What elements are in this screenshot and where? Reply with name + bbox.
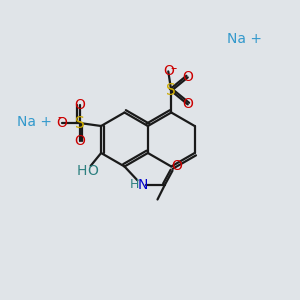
Text: H: H (77, 164, 87, 178)
Text: O: O (182, 70, 193, 84)
Text: N: N (137, 178, 148, 191)
Text: O: O (88, 164, 98, 178)
Text: S: S (75, 116, 84, 130)
Text: O: O (74, 134, 85, 148)
Text: –: – (170, 62, 177, 75)
Text: O: O (56, 116, 67, 130)
Text: O: O (74, 98, 85, 112)
Text: H: H (130, 178, 139, 191)
Text: Na +: Na + (17, 115, 52, 128)
Text: Na +: Na + (227, 32, 262, 46)
Text: O: O (163, 64, 174, 78)
Text: –: – (57, 111, 63, 124)
Text: O: O (172, 159, 182, 172)
Text: S: S (167, 83, 176, 98)
Text: O: O (182, 98, 193, 111)
